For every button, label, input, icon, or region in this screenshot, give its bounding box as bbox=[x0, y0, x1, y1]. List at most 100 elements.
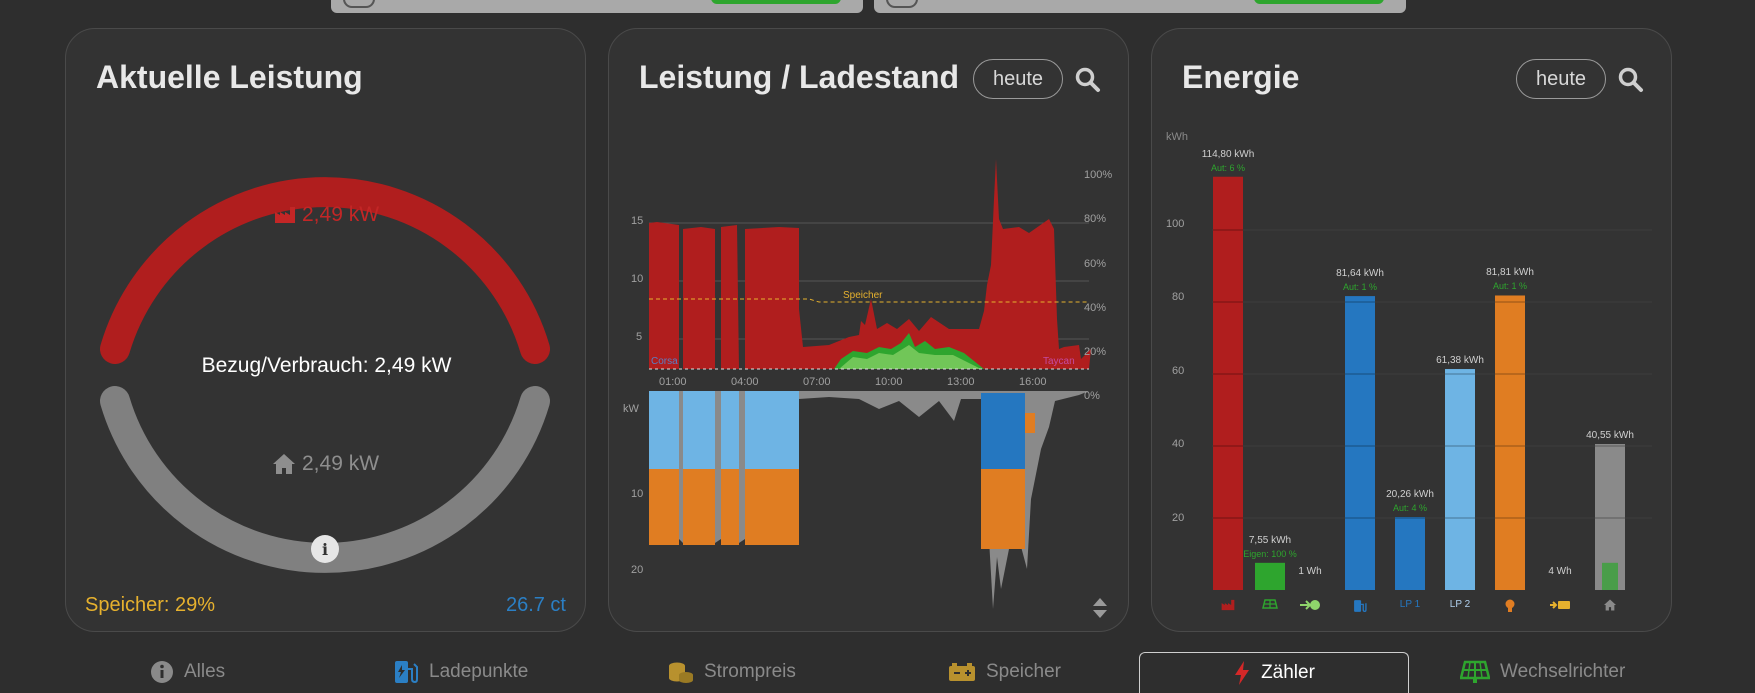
tab-label: Speicher bbox=[986, 661, 1061, 682]
tick-time-1000: 10:00 bbox=[875, 376, 903, 388]
kw-label: kW bbox=[623, 403, 639, 415]
tick-time-0100: 01:00 bbox=[659, 376, 687, 388]
bar-value-label: 61,38 kWh bbox=[1436, 355, 1484, 367]
tick-pct-0: 0% bbox=[1084, 390, 1100, 402]
tab-label: Strompreis bbox=[704, 661, 796, 682]
bar-value-label: 4 Wh bbox=[1548, 566, 1572, 577]
bar-category-icon bbox=[1250, 599, 1290, 611]
tab-alles[interactable]: Alles bbox=[150, 652, 225, 692]
lp-area-orange-4 bbox=[745, 469, 799, 545]
lp-area-orange-2 bbox=[683, 469, 715, 545]
bar-category-icon bbox=[1540, 599, 1580, 611]
status-pill-left[interactable] bbox=[711, 0, 841, 4]
bar-value-label: 40,55 kWh bbox=[1586, 430, 1634, 442]
factory-icon bbox=[1221, 599, 1235, 611]
energy-bar bbox=[1445, 369, 1475, 590]
bulb-icon bbox=[1505, 599, 1515, 612]
grid-power-value: 2,49 kW bbox=[302, 203, 380, 226]
tick-y-b20: 20 bbox=[631, 564, 644, 576]
bar-sub-label: Aut: 1 % bbox=[1492, 281, 1528, 292]
taycan-series-label: Taycan bbox=[1043, 356, 1075, 367]
search-icon[interactable] bbox=[1075, 67, 1101, 93]
tab-wechselrichter[interactable]: Wechselrichter bbox=[1460, 652, 1625, 692]
lp-area-orange-1 bbox=[649, 469, 679, 545]
toggle-right[interactable] bbox=[886, 0, 918, 8]
card-energie: Energie heute kWh 100 80 60 40 20 114,80… bbox=[1151, 28, 1672, 632]
tick-100: 100 bbox=[1166, 218, 1185, 230]
toggle-left[interactable] bbox=[343, 0, 375, 8]
tick-pct-40: 40% bbox=[1084, 302, 1107, 314]
tab-speicher[interactable]: Speicher bbox=[948, 652, 1061, 692]
tick-40: 40 bbox=[1172, 438, 1185, 450]
search-icon[interactable] bbox=[1618, 67, 1644, 93]
card-title: Energie bbox=[1182, 59, 1300, 95]
tab-label: Ladepunkte bbox=[429, 661, 529, 682]
bar-sub-label: Eigen: 100 % bbox=[1243, 548, 1297, 559]
tick-20: 20 bbox=[1172, 512, 1185, 524]
info-icon[interactable]: i bbox=[311, 535, 339, 563]
coins-icon bbox=[669, 662, 693, 683]
bar-category-icon bbox=[1208, 599, 1248, 611]
gauge-grid-arc bbox=[100, 177, 550, 364]
bar-sub-label: Aut: 6 % bbox=[1210, 162, 1246, 173]
pv-area-light bbox=[839, 345, 981, 369]
card-title: Leistung / Ladestand bbox=[639, 59, 960, 95]
svg-text:i: i bbox=[322, 540, 328, 559]
tick-pct-100: 100% bbox=[1084, 169, 1113, 181]
bar-value-label: 81,64 kWh bbox=[1336, 268, 1384, 280]
tick-time-0400: 04:00 bbox=[731, 376, 759, 388]
house-pv-share bbox=[1602, 562, 1618, 590]
house-icon bbox=[273, 454, 295, 474]
lp1-area bbox=[981, 393, 1025, 469]
solar-panel-icon bbox=[1460, 660, 1490, 683]
tab-strompreis[interactable]: Strompreis bbox=[668, 652, 796, 692]
center-label: Bezug/Verbrauch: 2,49 kW bbox=[201, 354, 452, 377]
lp2-area-2 bbox=[683, 391, 715, 476]
bar-category-icon: LP 2 bbox=[1440, 599, 1480, 610]
tab-ladepunkte[interactable]: Ladepunkte bbox=[393, 652, 528, 692]
tick-time-1300: 13:00 bbox=[947, 376, 975, 388]
battery-out-icon bbox=[1550, 601, 1570, 609]
energy-bar bbox=[1345, 296, 1375, 590]
power-gauge: i bbox=[100, 177, 550, 573]
power-chart[interactable] bbox=[609, 29, 1130, 633]
gauge-house-arc bbox=[100, 386, 550, 573]
period-button[interactable]: heute bbox=[973, 59, 1063, 99]
bolt-icon bbox=[1235, 661, 1250, 685]
info-circle-icon bbox=[151, 661, 173, 683]
lp2-area-3 bbox=[721, 391, 739, 476]
lp1-label: LP 1 bbox=[1399, 599, 1421, 610]
unit-label: kWh bbox=[1166, 131, 1188, 143]
tick-60: 60 bbox=[1172, 365, 1185, 377]
bar-value-label: 7,55 kWh bbox=[1248, 534, 1292, 546]
bar-value-label: 114,80 kWh bbox=[1201, 148, 1255, 160]
tick-y-b10: 10 bbox=[631, 488, 644, 500]
top-panel-left bbox=[331, 0, 863, 13]
factory-icon bbox=[275, 207, 295, 223]
tick-pct-60: 60% bbox=[1084, 258, 1107, 270]
bar-value-label: 20,26 kWh bbox=[1386, 489, 1434, 501]
energy-bar bbox=[1255, 562, 1285, 590]
top-panel-right bbox=[874, 0, 1406, 13]
card-title: Aktuelle Leistung bbox=[96, 59, 363, 95]
house-power-value: 2,49 kW bbox=[302, 452, 380, 475]
speicher-series-label: Speicher bbox=[843, 290, 883, 301]
bar-sub-label: Aut: 1 % bbox=[1342, 282, 1378, 293]
tick-y-15: 15 bbox=[631, 215, 644, 227]
bar-category-icon bbox=[1590, 599, 1630, 611]
bar-sub-label: Aut: 4 % bbox=[1392, 503, 1428, 514]
lp-area-orange-5 bbox=[981, 469, 1025, 549]
tab-label: Wechselrichter bbox=[1500, 661, 1626, 682]
tab-zaehler[interactable]: Zähler bbox=[1139, 652, 1409, 693]
tick-80: 80 bbox=[1172, 291, 1185, 303]
energy-bar bbox=[1495, 295, 1525, 590]
bar-category-icon bbox=[1290, 599, 1330, 611]
battery-in-icon bbox=[1300, 600, 1320, 610]
expand-toggle-icon[interactable] bbox=[1092, 597, 1108, 619]
grid-import-area bbox=[649, 159, 1091, 369]
bottom-tabs: Alles Ladepunkte Strompreis Speicher Zäh… bbox=[0, 652, 1755, 693]
solar-panel-icon bbox=[1262, 599, 1278, 609]
tick-time-1600: 16:00 bbox=[1019, 376, 1047, 388]
period-button[interactable]: heute bbox=[1516, 59, 1606, 99]
status-pill-right[interactable] bbox=[1254, 0, 1384, 4]
